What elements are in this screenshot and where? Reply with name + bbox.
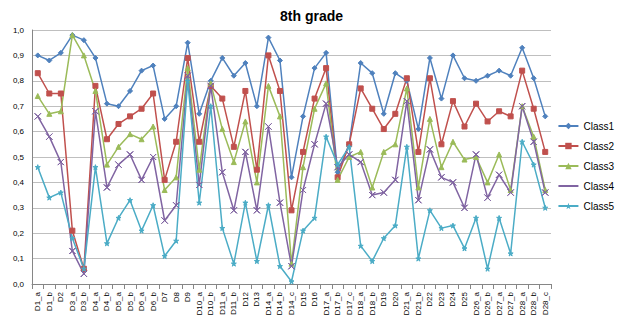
svg-text:D22: D22 — [425, 291, 434, 306]
svg-text:D2: D2 — [56, 291, 65, 302]
svg-text:0,8: 0,8 — [13, 76, 25, 85]
svg-text:D1_b: D1_b — [45, 291, 54, 311]
svg-text:D13: D13 — [252, 291, 261, 306]
svg-text:D4_b: D4_b — [102, 291, 111, 311]
svg-text:Class4: Class4 — [583, 181, 614, 192]
svg-text:0,7: 0,7 — [13, 102, 25, 111]
svg-text:D12: D12 — [241, 291, 250, 306]
svg-text:D5_b: D5_b — [126, 291, 135, 311]
svg-text:D6_b: D6_b — [149, 291, 158, 311]
svg-text:D18_a: D18_a — [356, 291, 365, 315]
svg-text:0,1: 0,1 — [13, 254, 25, 263]
svg-text:Class5: Class5 — [583, 201, 614, 212]
svg-text:D8: D8 — [172, 291, 181, 302]
svg-text:D3_b: D3_b — [79, 291, 88, 311]
svg-text:D16: D16 — [310, 291, 319, 306]
svg-text:0,4: 0,4 — [13, 178, 25, 187]
svg-text:D28_b: D28_b — [529, 291, 538, 315]
svg-text:0,3: 0,3 — [13, 203, 25, 212]
svg-text:D5_a: D5_a — [114, 291, 123, 311]
svg-text:D25: D25 — [460, 291, 469, 306]
svg-text:D21_a: D21_a — [402, 291, 411, 315]
svg-text:D10_b: D10_b — [206, 291, 215, 315]
svg-text:0,6: 0,6 — [13, 127, 25, 136]
svg-text:D23: D23 — [437, 291, 446, 306]
svg-text:D18_b: D18_b — [368, 291, 377, 315]
svg-text:D28_a: D28_a — [518, 291, 527, 315]
svg-text:D14_a: D14_a — [264, 291, 273, 315]
svg-text:D26_b: D26_b — [483, 291, 492, 315]
svg-text:D19: D19 — [379, 291, 388, 306]
svg-text:0,9: 0,9 — [13, 51, 25, 60]
svg-text:D26_a: D26_a — [472, 291, 481, 315]
svg-text:D7: D7 — [160, 291, 169, 302]
svg-text:8th grade: 8th grade — [280, 8, 343, 24]
svg-text:D17_c: D17_c — [345, 292, 354, 315]
svg-text:D4_a: D4_a — [91, 291, 100, 311]
svg-text:D24: D24 — [448, 291, 457, 306]
svg-text:D6_a: D6_a — [137, 291, 146, 311]
svg-text:Class2: Class2 — [583, 141, 614, 152]
svg-text:0,2: 0,2 — [13, 229, 25, 238]
svg-text:D17_a: D17_a — [322, 291, 331, 315]
svg-text:D15: D15 — [299, 291, 308, 306]
svg-text:D28_c: D28_c — [541, 292, 550, 315]
svg-text:D14_b: D14_b — [275, 291, 284, 315]
svg-text:D3_a: D3_a — [68, 291, 77, 311]
svg-text:0,0: 0,0 — [13, 280, 25, 289]
svg-text:D9: D9 — [183, 291, 192, 302]
svg-text:D21_b: D21_b — [414, 291, 423, 315]
svg-text:Class3: Class3 — [583, 161, 614, 172]
svg-text:D27_a: D27_a — [495, 291, 504, 315]
svg-text:1,0: 1,0 — [13, 26, 25, 35]
svg-text:D10_a: D10_a — [195, 291, 204, 315]
svg-text:Class1: Class1 — [583, 121, 614, 132]
svg-text:D17_b: D17_b — [333, 291, 342, 315]
svg-text:D11_a: D11_a — [218, 291, 227, 315]
svg-text:D11_b: D11_b — [229, 291, 238, 315]
svg-text:D27_b: D27_b — [506, 291, 515, 315]
svg-text:D20: D20 — [391, 291, 400, 306]
svg-text:D1_a: D1_a — [33, 291, 42, 311]
svg-text:D14_c: D14_c — [287, 292, 296, 315]
svg-text:0,5: 0,5 — [13, 153, 25, 162]
